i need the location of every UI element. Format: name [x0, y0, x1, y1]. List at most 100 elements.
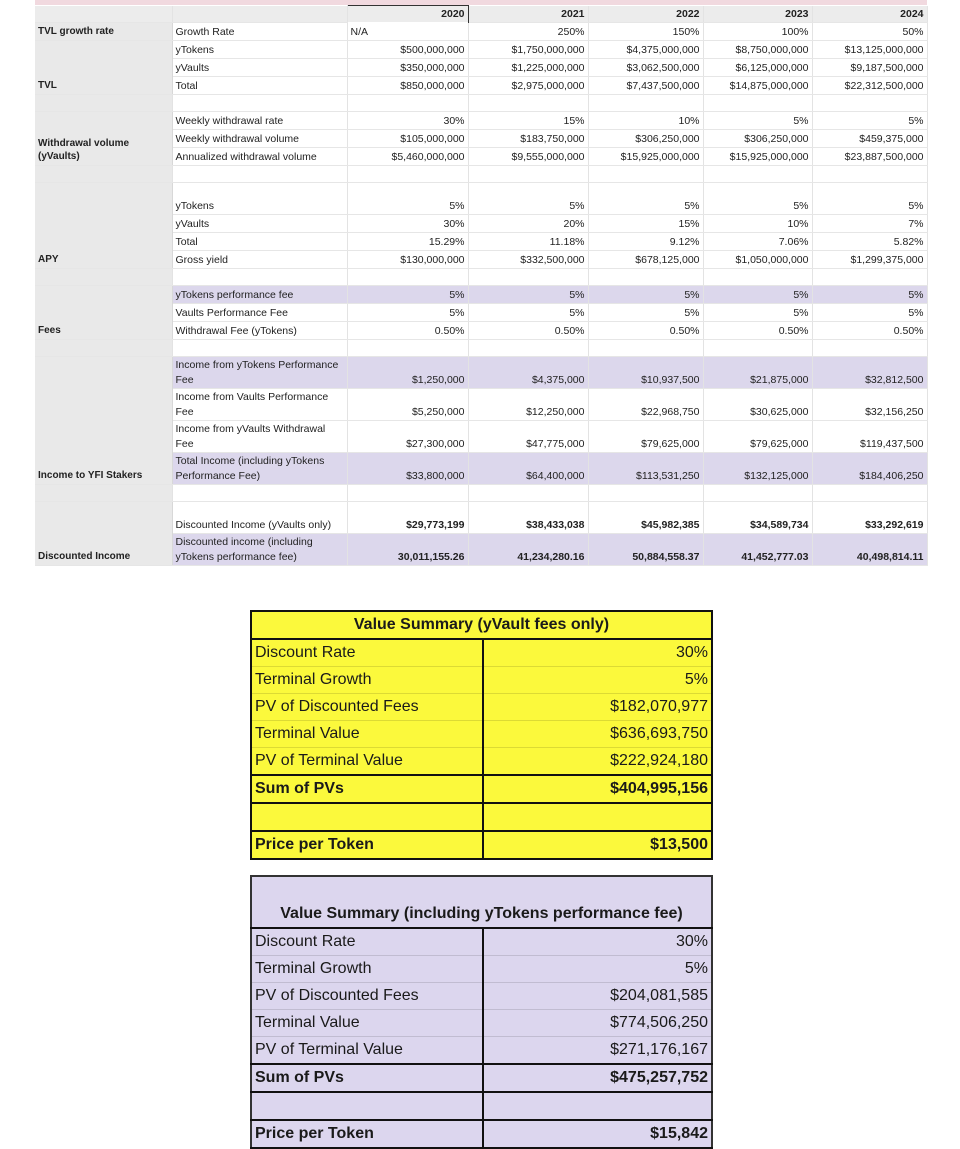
value-cell[interactable]: $459,375,000 [812, 129, 928, 148]
summary-label[interactable]: Terminal Value [251, 1009, 484, 1037]
value-cell[interactable]: $33,292,619 [812, 501, 928, 534]
row-label[interactable]: Total [172, 232, 348, 251]
group-label[interactable]: TVL [35, 40, 173, 95]
row-label[interactable]: yTokens [172, 40, 348, 59]
summary-label[interactable]: Discount Rate [251, 928, 484, 956]
summary-value[interactable]: 30% [483, 639, 712, 667]
value-cell[interactable]: $79,625,000 [588, 420, 704, 453]
group-label[interactable]: APY [35, 182, 173, 269]
value-cell[interactable]: 10% [703, 214, 813, 233]
value-cell[interactable]: $33,800,000 [347, 452, 469, 485]
summary-value[interactable]: 5% [483, 955, 712, 983]
value-cell[interactable]: $38,433,038 [468, 501, 589, 534]
value-cell[interactable]: $1,250,000 [347, 356, 469, 389]
value-cell[interactable]: $64,400,000 [468, 452, 589, 485]
row-label[interactable]: yTokens [172, 182, 348, 215]
value-cell[interactable]: $5,250,000 [347, 388, 469, 421]
value-cell[interactable]: 5% [812, 303, 928, 322]
row-label[interactable]: Discounted Income (yVaults only) [172, 501, 348, 534]
value-cell[interactable]: $1,750,000,000 [468, 40, 589, 59]
value-cell[interactable]: 5% [468, 182, 589, 215]
value-cell[interactable]: $105,000,000 [347, 129, 469, 148]
year-header-2022[interactable]: 2022 [588, 5, 704, 23]
value-cell[interactable]: 5% [468, 285, 589, 304]
value-cell[interactable]: 100% [703, 22, 813, 41]
value-cell[interactable]: $6,125,000,000 [703, 58, 813, 77]
value-cell[interactable]: $9,187,500,000 [812, 58, 928, 77]
value-cell[interactable]: $4,375,000,000 [588, 40, 704, 59]
summary-label[interactable]: Terminal Growth [251, 666, 484, 694]
value-cell[interactable]: 30% [347, 214, 469, 233]
value-cell[interactable]: 50% [812, 22, 928, 41]
row-label[interactable]: Withdrawal Fee (yTokens) [172, 321, 348, 340]
year-header-2024[interactable]: 2024 [812, 5, 928, 23]
summary-label[interactable]: Discount Rate [251, 639, 484, 667]
year-header-2020[interactable]: 2020 [346, 5, 469, 22]
value-cell[interactable]: 5% [468, 303, 589, 322]
value-cell[interactable]: $79,625,000 [703, 420, 813, 453]
value-cell[interactable]: $350,000,000 [347, 58, 469, 77]
row-label[interactable]: Income from Vaults Performance Fee [172, 388, 348, 421]
summary-label[interactable]: PV of Discounted Fees [251, 693, 484, 721]
row-label[interactable]: Income from yVaults Withdrawal Fee [172, 420, 348, 453]
value-cell[interactable]: $1,050,000,000 [703, 250, 813, 269]
value-cell[interactable]: 5% [812, 285, 928, 304]
value-cell[interactable]: 5% [588, 303, 704, 322]
value-cell[interactable]: $678,125,000 [588, 250, 704, 269]
row-label[interactable]: yVaults [172, 58, 348, 77]
value-cell[interactable]: $8,750,000,000 [703, 40, 813, 59]
row-label[interactable]: Gross yield [172, 250, 348, 269]
row-label[interactable]: Weekly withdrawal rate [172, 111, 348, 130]
summary-value[interactable]: $204,081,585 [483, 982, 712, 1010]
value-cell[interactable]: 0.50% [812, 321, 928, 340]
summary-value[interactable]: 5% [483, 666, 712, 694]
summary-value[interactable]: 30% [483, 928, 712, 956]
value-cell[interactable]: 40,498,814.11 [812, 533, 928, 566]
price-value[interactable]: $13,500 [483, 830, 712, 860]
row-label[interactable]: Income from yTokens Performance Fee [172, 356, 348, 389]
summary-value[interactable]: $636,693,750 [483, 720, 712, 748]
value-cell[interactable]: 5% [812, 182, 928, 215]
group-label[interactable]: Income to YFI Stakers [35, 356, 173, 485]
value-cell[interactable]: 0.50% [588, 321, 704, 340]
value-cell[interactable]: $9,555,000,000 [468, 147, 589, 166]
value-cell[interactable]: 5% [703, 285, 813, 304]
value-cell[interactable]: $47,775,000 [468, 420, 589, 453]
summary-label[interactable]: PV of Terminal Value [251, 1036, 484, 1065]
sum-value[interactable]: $404,995,156 [483, 774, 712, 804]
value-cell[interactable]: $23,887,500,000 [812, 147, 928, 166]
value-cell[interactable]: $184,406,250 [812, 452, 928, 485]
summary-label[interactable]: Terminal Value [251, 720, 484, 748]
value-cell[interactable]: $1,299,375,000 [812, 250, 928, 269]
value-cell[interactable]: $2,975,000,000 [468, 76, 589, 95]
value-cell[interactable]: $10,937,500 [588, 356, 704, 389]
value-cell[interactable]: 5.82% [812, 232, 928, 251]
value-cell[interactable]: $13,125,000,000 [812, 40, 928, 59]
row-label[interactable]: Vaults Performance Fee [172, 303, 348, 322]
sum-label[interactable]: Sum of PVs [251, 1063, 484, 1093]
value-cell[interactable]: 30,011,155.26 [347, 533, 469, 566]
row-label[interactable]: Discounted income (including yTokens per… [172, 533, 348, 566]
value-cell[interactable]: $15,925,000,000 [703, 147, 813, 166]
value-cell[interactable]: 250% [468, 22, 589, 41]
value-cell[interactable]: $183,750,000 [468, 129, 589, 148]
value-cell[interactable]: $21,875,000 [703, 356, 813, 389]
value-cell[interactable]: $306,250,000 [588, 129, 704, 148]
price-value[interactable]: $15,842 [483, 1119, 712, 1149]
year-header-2023[interactable]: 2023 [703, 5, 813, 23]
value-cell[interactable]: $7,437,500,000 [588, 76, 704, 95]
value-cell[interactable]: 30% [347, 111, 469, 130]
value-cell[interactable]: 5% [703, 111, 813, 130]
value-cell[interactable]: 5% [703, 182, 813, 215]
value-cell[interactable]: $29,773,199 [347, 501, 469, 534]
value-cell[interactable]: 15.29% [347, 232, 469, 251]
value-cell[interactable]: 50,884,558.37 [588, 533, 704, 566]
value-cell[interactable]: 41,234,280.16 [468, 533, 589, 566]
value-cell[interactable]: N/A [347, 22, 469, 41]
value-cell[interactable]: $12,250,000 [468, 388, 589, 421]
value-cell[interactable]: $14,875,000,000 [703, 76, 813, 95]
value-cell[interactable]: 7.06% [703, 232, 813, 251]
value-cell[interactable]: 5% [588, 182, 704, 215]
value-cell[interactable]: $27,300,000 [347, 420, 469, 453]
value-cell[interactable]: 5% [347, 182, 469, 215]
